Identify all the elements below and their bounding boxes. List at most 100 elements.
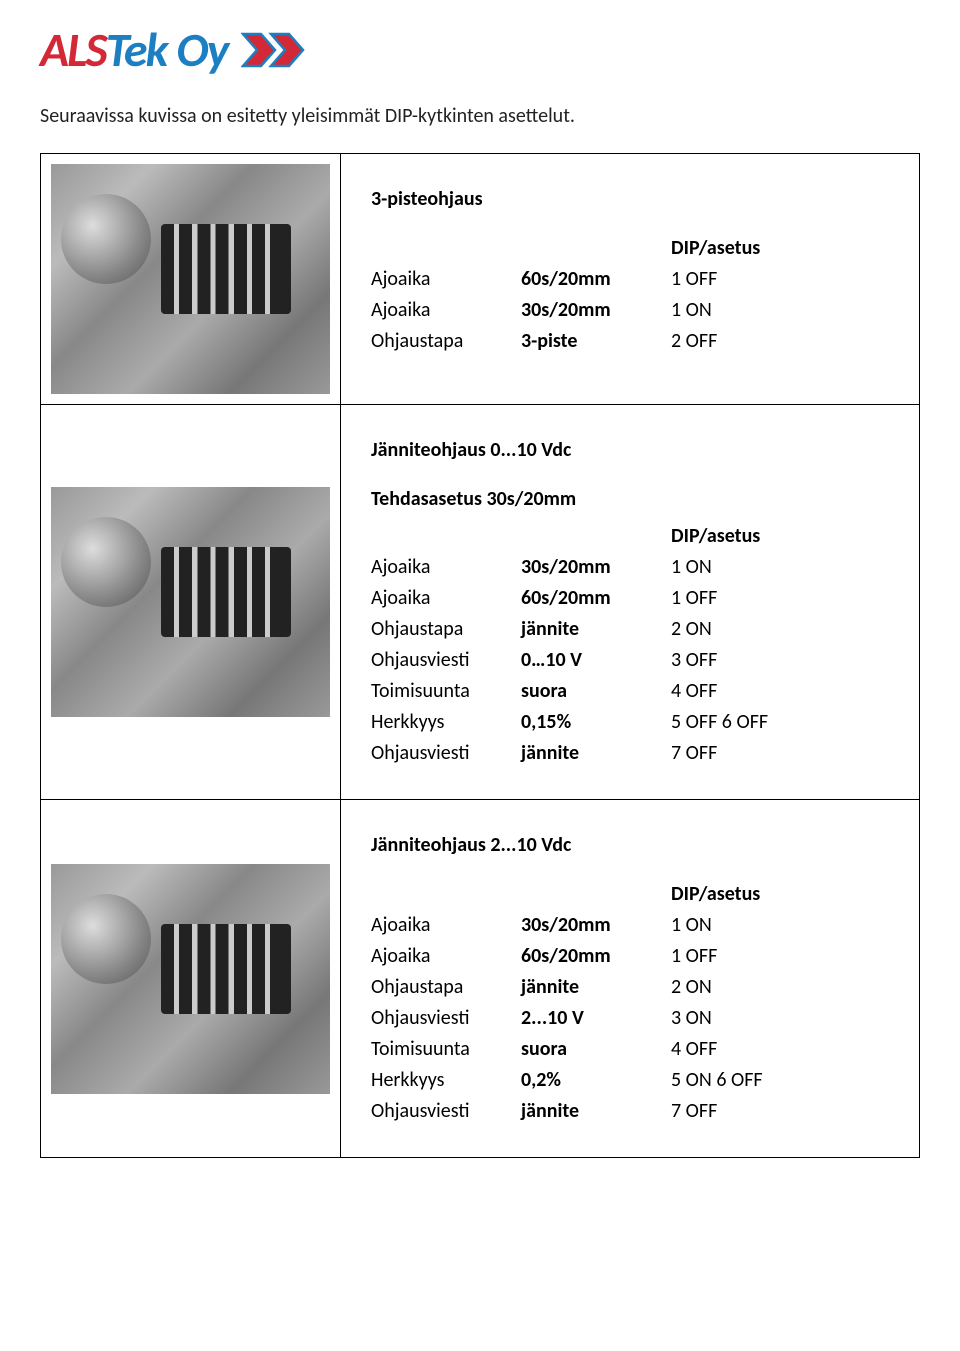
panel-jannite-0-10: Jänniteohjaus 0...10 Vdc Tehdasasetus 30… (41, 405, 919, 800)
setting-value: suora (521, 1034, 671, 1065)
setting-dip: 1 OFF (671, 264, 889, 295)
setting-value: suora (521, 676, 671, 707)
logo-oy: Oy (177, 20, 228, 79)
panel-title: Jänniteohjaus 2...10 Vdc (371, 830, 889, 861)
setting-value: jännite (521, 1096, 671, 1127)
setting-row: Ohjaustapa 3-piste 2 OFF (371, 326, 889, 357)
setting-row: Ohjausviesti 2...10 V 3 ON (371, 1003, 889, 1034)
setting-label: Ohjaustapa (371, 614, 521, 645)
setting-dip: 7 OFF (671, 1096, 889, 1127)
setting-value: jännite (521, 614, 671, 645)
setting-value: jännite (521, 972, 671, 1003)
setting-value: 60s/20mm (521, 583, 671, 614)
pcb-image-cell (41, 154, 341, 404)
setting-value: 30s/20mm (521, 552, 671, 583)
panels-container: 3-pisteohjaus DIP/asetus Ajoaika 60s/20m… (40, 153, 920, 1158)
setting-dip: 1 OFF (671, 583, 889, 614)
setting-dip: 2 ON (671, 972, 889, 1003)
setting-label: Ajoaika (371, 583, 521, 614)
setting-value: 30s/20mm (521, 295, 671, 326)
setting-row: Herkkyys 0,2% 5 ON 6 OFF (371, 1065, 889, 1096)
setting-value: 0…10 V (521, 645, 671, 676)
logo: ALSTek Oy (40, 20, 920, 79)
panel-content: 3-pisteohjaus DIP/asetus Ajoaika 60s/20m… (341, 154, 919, 404)
panel-title: Jänniteohjaus 0...10 Vdc (371, 435, 889, 466)
setting-dip: 5 ON 6 OFF (671, 1065, 889, 1096)
setting-row: Ajoaika 30s/20mm 1 ON (371, 295, 889, 326)
setting-row: Ajoaika 60s/20mm 1 OFF (371, 941, 889, 972)
header-spacer (371, 233, 671, 264)
setting-label: Ohjaustapa (371, 972, 521, 1003)
logo-tek: Tek (106, 20, 167, 79)
header-spacer (371, 521, 671, 552)
setting-label: Ajoaika (371, 910, 521, 941)
setting-label: Ajoaika (371, 264, 521, 295)
setting-row: Toimisuunta suora 4 OFF (371, 1034, 889, 1065)
setting-label: Ajoaika (371, 552, 521, 583)
setting-label: Toimisuunta (371, 1034, 521, 1065)
setting-row: Ohjaustapa jännite 2 ON (371, 972, 889, 1003)
setting-value: jännite (521, 738, 671, 769)
setting-dip: 1 ON (671, 295, 889, 326)
setting-row: Ajoaika 30s/20mm 1 ON (371, 552, 889, 583)
factory-setting: Tehdasasetus 30s/20mm (371, 484, 889, 515)
dip-header: DIP/asetus (671, 521, 760, 552)
panel-content: Jänniteohjaus 0...10 Vdc Tehdasasetus 30… (341, 405, 919, 799)
setting-value: 30s/20mm (521, 910, 671, 941)
setting-value: 0,15% (521, 707, 671, 738)
dip-header-row: DIP/asetus (371, 521, 889, 552)
setting-label: Ohjausviesti (371, 1096, 521, 1127)
setting-label: Ohjausviesti (371, 645, 521, 676)
panel-content: Jänniteohjaus 2...10 Vdc DIP/asetus Ajoa… (341, 800, 919, 1157)
setting-row: Ohjausviesti jännite 7 OFF (371, 738, 889, 769)
setting-label: Ohjaustapa (371, 326, 521, 357)
chevron-icon (241, 32, 311, 68)
pcb-image-cell (41, 800, 341, 1157)
setting-dip: 3 ON (671, 1003, 889, 1034)
pcb-image (51, 487, 330, 717)
setting-label: Herkkyys (371, 707, 521, 738)
dip-header: DIP/asetus (671, 879, 760, 910)
panel-jannite-2-10: Jänniteohjaus 2...10 Vdc DIP/asetus Ajoa… (41, 800, 919, 1157)
setting-dip: 2 ON (671, 614, 889, 645)
setting-dip: 4 OFF (671, 1034, 889, 1065)
panel-title: 3-pisteohjaus (371, 184, 889, 215)
setting-dip: 5 OFF 6 OFF (671, 707, 889, 738)
pcb-image (51, 864, 330, 1094)
logo-text: ALSTek Oy (40, 20, 227, 79)
setting-dip: 1 ON (671, 910, 889, 941)
pcb-image (51, 164, 330, 394)
setting-dip: 3 OFF (671, 645, 889, 676)
setting-value: 60s/20mm (521, 264, 671, 295)
dip-header-row: DIP/asetus (371, 879, 889, 910)
setting-row: Ajoaika 60s/20mm 1 OFF (371, 264, 889, 295)
setting-row: Herkkyys 0,15% 5 OFF 6 OFF (371, 707, 889, 738)
logo-als: ALS (40, 20, 106, 79)
intro-text: Seuraavissa kuvissa on esitetty yleisimm… (40, 104, 920, 128)
setting-dip: 2 OFF (671, 326, 889, 357)
setting-row: Ohjaustapa jännite 2 ON (371, 614, 889, 645)
pcb-image-cell (41, 405, 341, 799)
setting-label: Ohjausviesti (371, 1003, 521, 1034)
setting-row: Ohjausviesti jännite 7 OFF (371, 1096, 889, 1127)
setting-label: Ajoaika (371, 941, 521, 972)
dip-header: DIP/asetus (671, 233, 760, 264)
setting-label: Herkkyys (371, 1065, 521, 1096)
setting-row: Toimisuunta suora 4 OFF (371, 676, 889, 707)
setting-label: Ajoaika (371, 295, 521, 326)
setting-dip: 7 OFF (671, 738, 889, 769)
dip-header-row: DIP/asetus (371, 233, 889, 264)
setting-row: Ohjausviesti 0…10 V 3 OFF (371, 645, 889, 676)
setting-value: 0,2% (521, 1065, 671, 1096)
setting-value: 2...10 V (521, 1003, 671, 1034)
setting-row: Ajoaika 60s/20mm 1 OFF (371, 583, 889, 614)
setting-row: Ajoaika 30s/20mm 1 ON (371, 910, 889, 941)
setting-value: 3-piste (521, 326, 671, 357)
panel-3piste: 3-pisteohjaus DIP/asetus Ajoaika 60s/20m… (41, 154, 919, 405)
setting-dip: 1 ON (671, 552, 889, 583)
setting-dip: 1 OFF (671, 941, 889, 972)
setting-label: Toimisuunta (371, 676, 521, 707)
header-spacer (371, 879, 671, 910)
setting-dip: 4 OFF (671, 676, 889, 707)
setting-label: Ohjausviesti (371, 738, 521, 769)
